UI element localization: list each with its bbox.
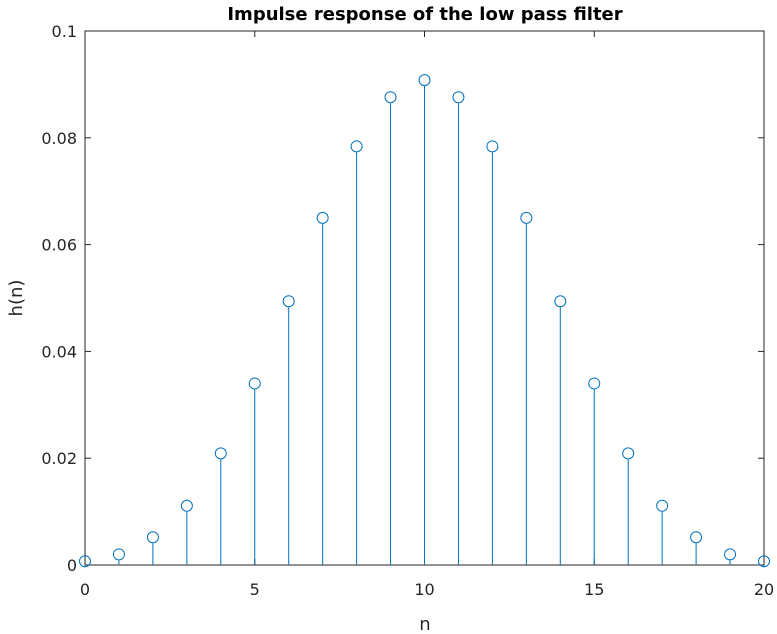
stem-marker [724,548,737,561]
stem-marker [758,555,770,568]
stem-series [79,74,770,568]
stem-marker [452,91,465,104]
x-tick-label: 5 [250,580,260,599]
y-tick-label: 0.08 [41,129,77,148]
stem-marker [112,548,125,561]
stem-marker [656,499,669,512]
y-tick-label: 0.1 [52,22,77,41]
stem-marker [350,140,363,153]
y-tick-label: 0.04 [41,342,77,361]
stem-marker [418,74,431,87]
stem-marker [79,555,91,568]
stem-marker [588,377,601,390]
stem-marker [554,295,567,308]
x-tick-label: 10 [414,580,434,599]
stem-marker [214,447,227,460]
stem-marker [146,531,159,544]
stem-marker [180,499,193,512]
x-tick-label: 20 [754,580,774,599]
y-tick-label: 0.06 [41,236,77,255]
stem-marker [622,447,635,460]
x-tick-label: 0 [80,580,90,599]
stem-marker [690,531,703,544]
x-axis-label: n [419,614,430,634]
chart-title: Impulse response of the low pass filter [227,4,622,25]
stem-marker [520,211,533,224]
stem-marker [486,140,499,153]
stem-marker [248,377,261,390]
y-axis-ticks: 0 0.02 0.04 0.06 0.08 0.1 [41,22,764,575]
stem-marker [384,91,397,104]
stem-marker [282,295,295,308]
x-tick-label: 15 [584,580,604,599]
stem-marker [316,211,329,224]
y-tick-label: 0 [67,556,77,575]
y-axis-label: h(n) [6,280,27,317]
y-tick-label: 0.02 [41,449,77,468]
